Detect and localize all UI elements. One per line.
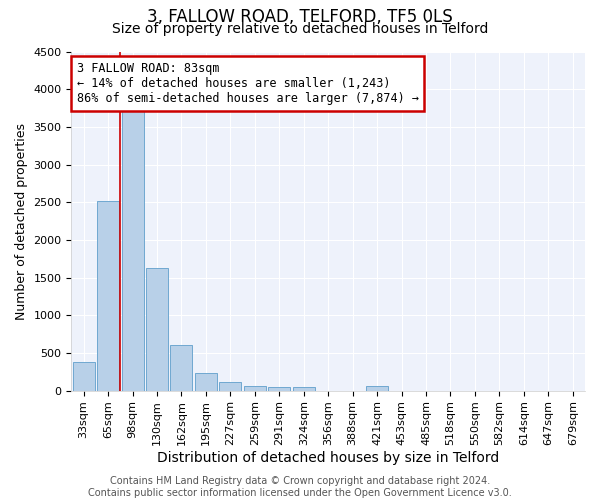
Bar: [97, 202, 119, 390]
Y-axis label: Number of detached properties: Number of detached properties: [15, 122, 28, 320]
X-axis label: Distribution of detached houses by size in Telford: Distribution of detached houses by size …: [157, 451, 499, 465]
Text: 3 FALLOW ROAD: 83sqm
← 14% of detached houses are smaller (1,243)
86% of semi-de: 3 FALLOW ROAD: 83sqm ← 14% of detached h…: [77, 62, 419, 104]
Text: 3, FALLOW ROAD, TELFORD, TF5 0LS: 3, FALLOW ROAD, TELFORD, TF5 0LS: [147, 8, 453, 26]
Bar: [195, 372, 217, 390]
Text: Contains HM Land Registry data © Crown copyright and database right 2024.
Contai: Contains HM Land Registry data © Crown c…: [88, 476, 512, 498]
Bar: [122, 110, 143, 390]
Bar: [268, 387, 290, 390]
Bar: [293, 387, 315, 390]
Bar: [73, 362, 95, 390]
Bar: [146, 268, 168, 390]
Bar: [244, 386, 266, 390]
Bar: [366, 386, 388, 390]
Bar: [170, 346, 193, 391]
Text: Size of property relative to detached houses in Telford: Size of property relative to detached ho…: [112, 22, 488, 36]
Bar: [220, 382, 241, 390]
